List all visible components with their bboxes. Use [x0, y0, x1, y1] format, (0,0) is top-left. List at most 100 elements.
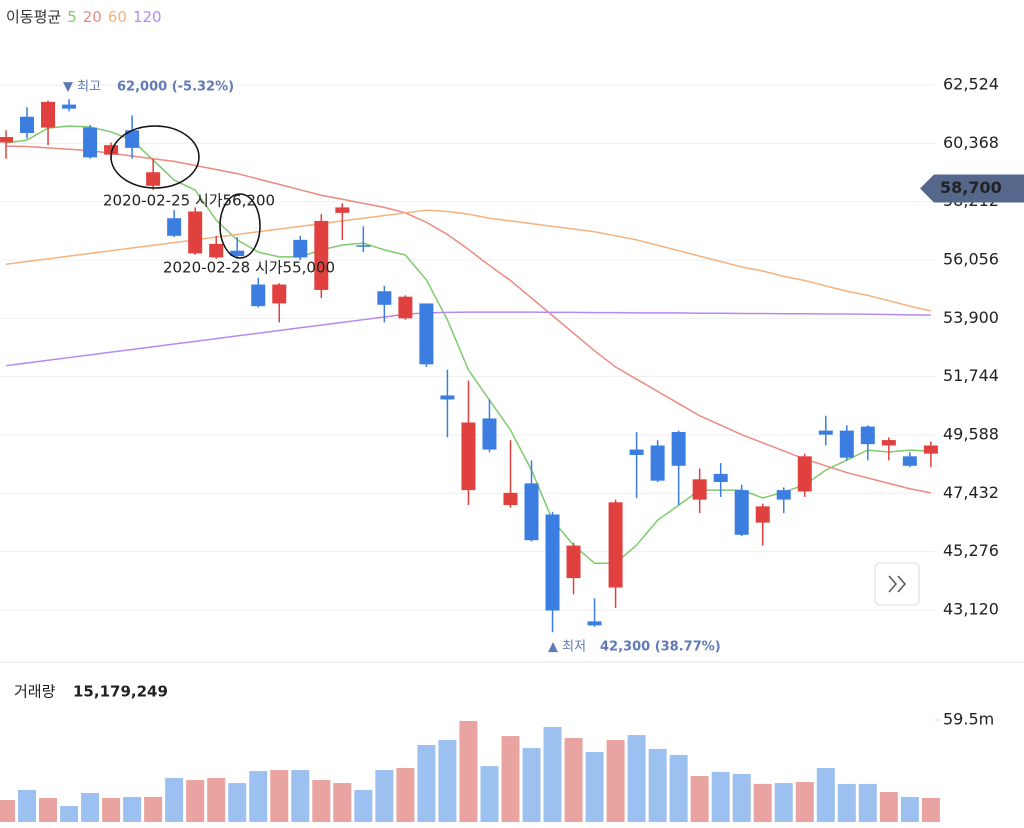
candle-body	[440, 395, 455, 400]
y-tick-label: 62,524	[943, 75, 999, 94]
scroll-button-box[interactable]	[874, 562, 920, 606]
volume-bar	[270, 770, 289, 822]
volume-bar	[669, 754, 688, 822]
volume-bar	[249, 771, 268, 822]
volume-bar	[186, 779, 205, 822]
candle-body	[713, 473, 728, 483]
candle-body	[671, 431, 686, 466]
volume-bar	[207, 777, 226, 822]
volume-bar	[879, 791, 898, 822]
y-tick-label: 45,276	[943, 541, 999, 560]
volume-bar	[900, 796, 919, 822]
legend: 이동평균 5 20 60 120	[6, 6, 168, 27]
candle-body	[398, 296, 413, 319]
chevron	[897, 575, 906, 593]
volume-bar	[921, 797, 940, 822]
volume-bar	[39, 797, 58, 822]
candle-body	[923, 445, 938, 454]
volume-bar	[795, 782, 814, 822]
volume-tick-label: 59.5m	[943, 709, 994, 728]
candle-body	[356, 245, 371, 247]
volume-bar	[522, 748, 541, 822]
candle-body	[83, 127, 98, 158]
candle-body	[0, 137, 13, 143]
volume-bar	[837, 783, 856, 822]
volume-bar	[732, 773, 751, 822]
legend-entry: 60	[107, 8, 127, 26]
candle-body	[167, 218, 182, 236]
annotation-circle	[110, 125, 200, 189]
volume-bar	[543, 726, 562, 822]
volume-bar	[312, 779, 331, 822]
moving-average-line	[5, 125, 931, 564]
volume-bar	[753, 783, 772, 822]
volume-bar	[81, 793, 100, 822]
chevron	[888, 575, 897, 593]
volume-bar	[564, 737, 583, 822]
scroll-button[interactable]	[874, 562, 920, 606]
volume-latest: 15,179,249	[73, 683, 168, 701]
volume-bar	[0, 800, 15, 822]
candle-body	[188, 211, 203, 254]
price-marker-label: 58,700	[940, 178, 1002, 197]
plot	[0, 84, 940, 822]
low-marker-tag: ▲ 최저	[548, 640, 586, 655]
annotation-circle	[219, 193, 261, 259]
candle-body	[503, 492, 518, 506]
volume-bar	[774, 783, 793, 822]
annotation: 2020-02-28 시가55,000	[163, 259, 335, 277]
y-tick-label: 51,744	[943, 366, 999, 385]
candle-body	[251, 284, 266, 307]
high-marker-text: 62,000 (-5.32%)	[117, 80, 234, 95]
candle-body	[41, 101, 56, 128]
candle-body	[902, 456, 917, 466]
candle-body	[209, 243, 224, 258]
volume-bar	[228, 783, 247, 822]
volume-bar	[438, 740, 457, 822]
volume-bar	[585, 752, 604, 822]
high-marker-tag: ▼ 최고	[63, 80, 101, 95]
candle-body	[818, 430, 833, 435]
candle-body	[20, 116, 35, 133]
y-tick-label: 53,900	[943, 308, 999, 327]
legend-entry: 120	[132, 8, 162, 26]
volume-bar	[459, 720, 478, 822]
legend-entry: 5	[67, 8, 77, 26]
volume-bar	[816, 767, 835, 822]
candle-body	[419, 303, 434, 365]
volume-bar	[690, 776, 709, 822]
candle-body	[272, 284, 287, 304]
volume-bar	[858, 783, 877, 822]
volume-title: 거래량	[14, 683, 56, 701]
candle-body	[776, 490, 791, 500]
candle-body	[62, 104, 77, 109]
candle-body	[566, 545, 581, 579]
candle-body	[524, 483, 539, 541]
candle-body	[335, 207, 350, 213]
y-tick-label: 49,588	[943, 425, 999, 444]
candle-body	[881, 440, 896, 446]
volume-bar	[291, 770, 310, 822]
moving-average-line	[5, 209, 932, 312]
volume-bar	[606, 740, 625, 822]
y-tick-label: 47,432	[943, 483, 999, 502]
volume-bar	[333, 783, 352, 822]
volume-bar	[648, 748, 667, 822]
volume-bar	[123, 796, 142, 822]
legend-title: 이동평균	[6, 8, 62, 26]
volume-bar	[417, 744, 436, 822]
volume-bar	[375, 770, 394, 822]
candle-body	[125, 130, 140, 148]
moving-average-line	[5, 311, 931, 367]
volume-bar	[144, 796, 163, 822]
candle-body	[314, 220, 329, 290]
volume-bar	[627, 735, 646, 822]
candle-body	[545, 514, 560, 611]
volume-bar	[501, 736, 520, 822]
candle-body	[587, 621, 602, 626]
candle-body	[839, 430, 854, 458]
volume-bar	[102, 797, 121, 822]
y-tick-label: 56,056	[943, 250, 999, 269]
legend-entry: 20	[82, 8, 102, 26]
